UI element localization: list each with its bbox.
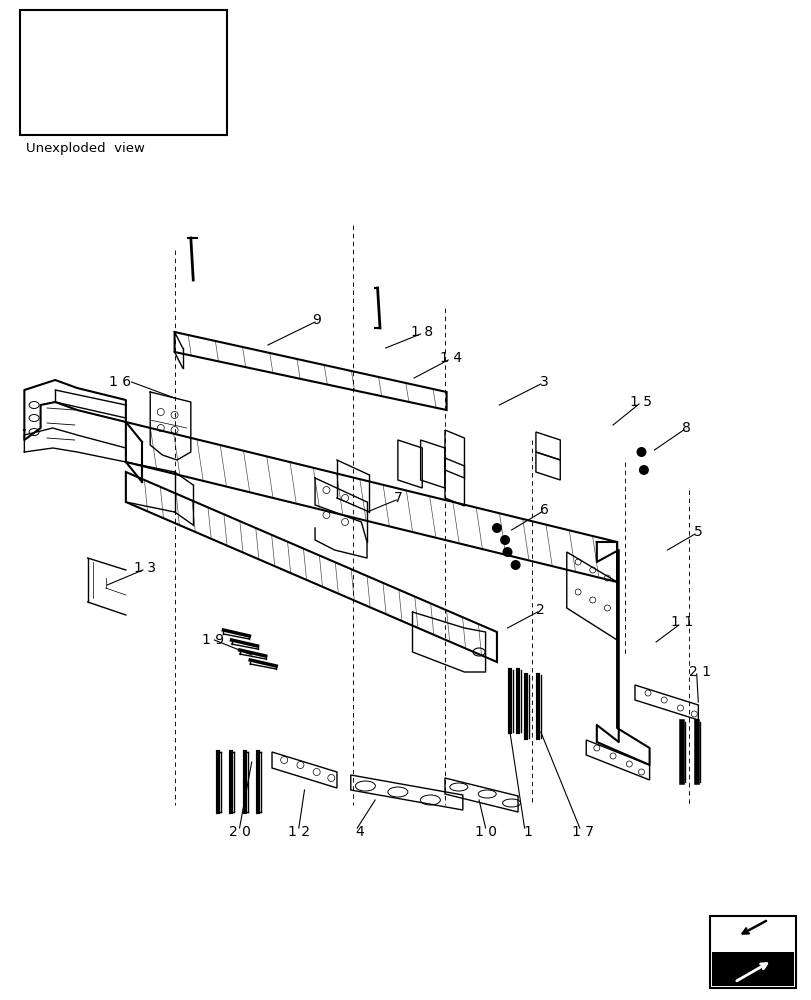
Circle shape	[636, 447, 646, 457]
Text: 2 0: 2 0	[229, 825, 250, 839]
Text: 1 9: 1 9	[201, 633, 224, 647]
Text: 1 2: 1 2	[287, 825, 310, 839]
Circle shape	[502, 547, 512, 557]
Text: 1 7: 1 7	[571, 825, 594, 839]
Bar	[711, 952, 793, 986]
Text: 6: 6	[539, 503, 547, 517]
Text: 1 5: 1 5	[629, 395, 652, 409]
Circle shape	[491, 523, 501, 533]
Text: 1 8: 1 8	[410, 325, 433, 339]
Text: 2: 2	[535, 603, 543, 617]
Circle shape	[510, 560, 520, 570]
Text: 1 0: 1 0	[474, 825, 496, 839]
Text: 8: 8	[681, 421, 689, 435]
Bar	[710, 916, 795, 988]
Bar	[20, 10, 227, 135]
Circle shape	[500, 535, 509, 545]
Text: 1 1: 1 1	[670, 615, 693, 629]
Text: 2 1: 2 1	[688, 665, 710, 679]
Text: Unexploded  view: Unexploded view	[26, 142, 144, 155]
Text: 1: 1	[523, 825, 531, 839]
Text: 1 4: 1 4	[439, 351, 461, 365]
Text: 4: 4	[355, 825, 363, 839]
Text: 5: 5	[693, 525, 702, 539]
Text: 9: 9	[312, 313, 320, 327]
Text: 1 6: 1 6	[109, 375, 131, 389]
Text: 1 3: 1 3	[133, 561, 156, 575]
Text: 3: 3	[539, 375, 547, 389]
Text: 7: 7	[393, 491, 401, 505]
Circle shape	[638, 465, 648, 475]
